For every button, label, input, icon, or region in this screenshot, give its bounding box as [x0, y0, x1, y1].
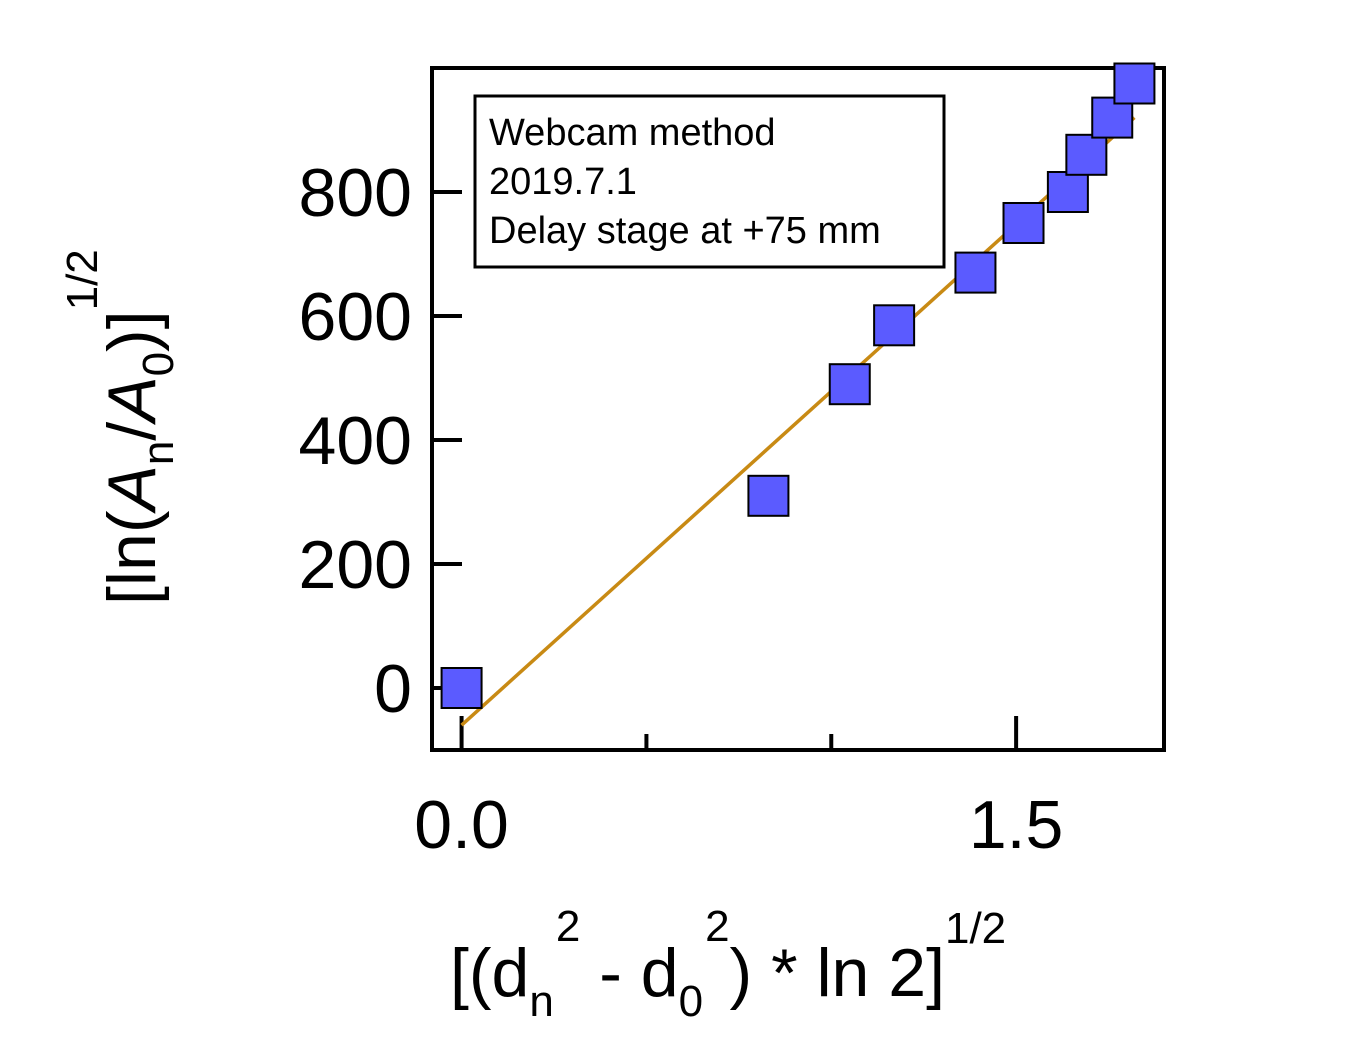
- plot-frame: [430, 66, 1166, 752]
- y-tick-label: 800: [299, 155, 412, 231]
- data-point: [747, 474, 790, 517]
- legend-line-1: Webcam method: [489, 112, 776, 154]
- y-tick-label: 400: [299, 403, 412, 479]
- data-point: [1002, 202, 1045, 244]
- data-points-layer: [440, 62, 1156, 709]
- legend-line-3: Delay stage at +75 mm: [489, 210, 881, 252]
- data-point: [873, 304, 916, 347]
- data-point: [828, 363, 871, 406]
- legend: Webcam method 2019.7.1 Delay stage at +7…: [473, 94, 946, 269]
- data-point: [1046, 171, 1089, 213]
- data-point: [1113, 62, 1156, 105]
- x-tick-label: 1.5: [969, 787, 1064, 863]
- data-point: [954, 251, 997, 294]
- data-point: [1065, 133, 1108, 176]
- legend-line-2: 2019.7.1: [489, 161, 637, 203]
- y-tick-label: 200: [299, 527, 412, 603]
- data-point: [440, 667, 483, 709]
- y-tick-label: 0: [374, 651, 412, 727]
- x-tick-label: 0.0: [414, 787, 509, 863]
- y-axis-title: [ln(An/A0)]1/2: [58, 249, 183, 605]
- axis-tick-labels: 0 200 400 600 800 0.0 1.5: [299, 155, 1064, 863]
- legend-box: [473, 94, 946, 269]
- x-axis-title: [(dn2 - d02) * ln 2]1/2: [450, 902, 1006, 1026]
- axis-ticks: [432, 190, 1019, 750]
- y-tick-label: 600: [299, 279, 412, 355]
